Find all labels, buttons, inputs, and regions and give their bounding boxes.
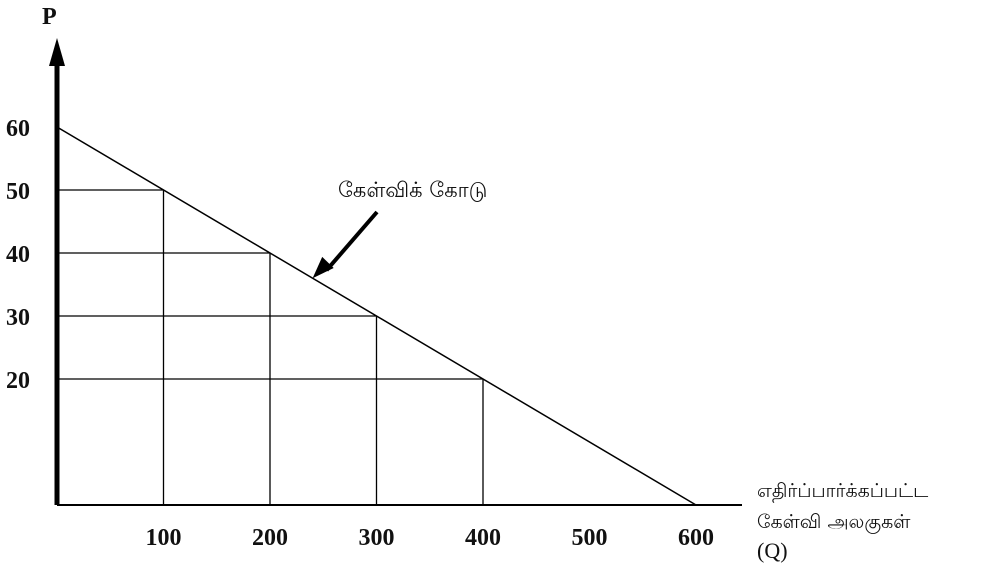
y-tick-label-30: 30 — [6, 305, 30, 331]
x-axis-label-line-3: (Q) — [757, 538, 788, 563]
axes — [49, 38, 742, 506]
x-tick-label-500: 500 — [572, 525, 608, 551]
annotation-arrow-line — [325, 210, 379, 272]
y-tick-label-20: 20 — [6, 368, 30, 394]
y-axis-arrowhead — [49, 38, 65, 66]
x-tick-label-300: 300 — [359, 525, 395, 551]
x-axis-label-line-2: கேள்வி அலகுகள் — [757, 511, 911, 534]
x-tick-label-200: 200 — [252, 525, 288, 551]
x-tick-label-100: 100 — [146, 525, 182, 551]
demand-curve-annotation: கேள்விக் கோடு — [338, 178, 487, 202]
guide-lines — [57, 189, 484, 505]
x-tick-label-400: 400 — [465, 525, 501, 551]
demand-curve-line — [56, 126, 697, 506]
y-tick-label-50: 50 — [6, 179, 30, 205]
tick-labels: 100 200 300 400 500 600 20 30 40 50 60 — [6, 116, 714, 551]
x-axis-label-line-1: எதிர்ப்பார்க்கப்பட்ட — [757, 480, 928, 503]
y-tick-label-40: 40 — [6, 242, 30, 268]
series-group — [56, 126, 697, 506]
y-axis-label: P — [42, 4, 57, 30]
x-tick-label-600: 600 — [678, 525, 714, 551]
y-tick-label-60: 60 — [6, 116, 30, 142]
annotation-arrowhead — [312, 256, 334, 279]
